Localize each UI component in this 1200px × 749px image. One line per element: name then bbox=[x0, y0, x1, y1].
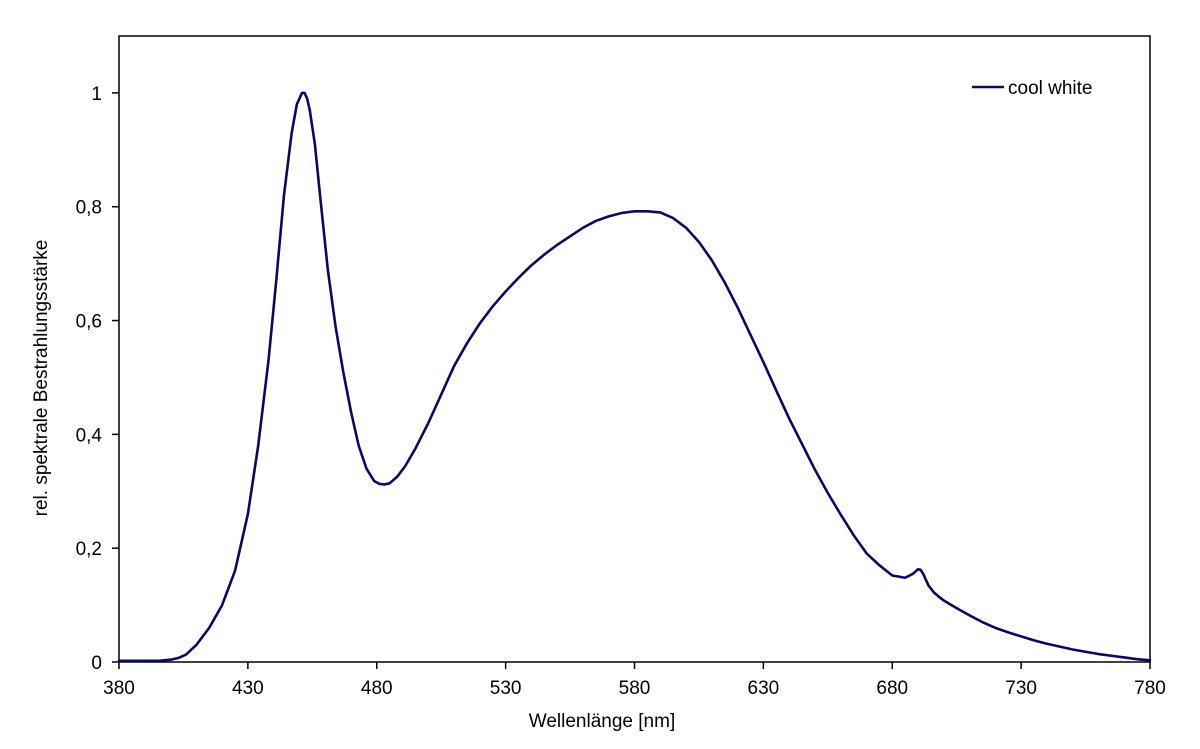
x-tick-label: 630 bbox=[748, 678, 780, 699]
legend-label: cool white bbox=[1008, 78, 1093, 99]
x-tick-label: 380 bbox=[103, 678, 135, 699]
y-tick-label: 0,2 bbox=[76, 539, 102, 560]
y-tick-label: 1 bbox=[91, 84, 102, 105]
x-tick-label: 680 bbox=[876, 678, 908, 699]
y-axis-title: rel. spektrale Bestrahlungsstärke bbox=[31, 240, 52, 517]
x-tick-label: 530 bbox=[490, 678, 522, 699]
y-tick-label: 0 bbox=[91, 653, 102, 674]
plot-area bbox=[118, 35, 1151, 663]
x-axis: 380 430 480 530 580 630 680 730 780 bbox=[103, 662, 1166, 699]
x-axis-title: Wellenlänge [nm] bbox=[529, 711, 675, 732]
x-tick-label: 730 bbox=[1005, 678, 1037, 699]
y-tick-label: 0,8 bbox=[76, 198, 102, 219]
legend: cool white bbox=[972, 78, 1093, 99]
y-tick-label: 0,4 bbox=[76, 425, 103, 446]
x-tick-label: 480 bbox=[361, 678, 393, 699]
x-tick-label: 430 bbox=[232, 678, 264, 699]
y-axis: 0 0,2 0,4 0,6 0,8 1 bbox=[76, 84, 119, 674]
x-tick-label: 780 bbox=[1134, 678, 1166, 699]
series-line-cool-white bbox=[117, 91, 1152, 663]
x-tick-label: 580 bbox=[619, 678, 651, 699]
y-tick-label: 0,6 bbox=[76, 312, 102, 333]
